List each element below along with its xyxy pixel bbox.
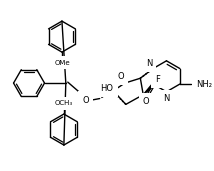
Text: OMe: OMe	[55, 60, 71, 66]
Text: O: O	[117, 72, 124, 81]
Text: NH₂: NH₂	[196, 80, 212, 89]
Text: O: O	[143, 97, 150, 106]
Text: OCH₃: OCH₃	[55, 100, 73, 106]
Text: F: F	[155, 75, 160, 84]
Polygon shape	[143, 84, 154, 95]
Text: N: N	[146, 59, 152, 68]
Text: N: N	[163, 94, 170, 103]
Text: HO: HO	[100, 84, 113, 93]
Text: O: O	[82, 96, 89, 104]
